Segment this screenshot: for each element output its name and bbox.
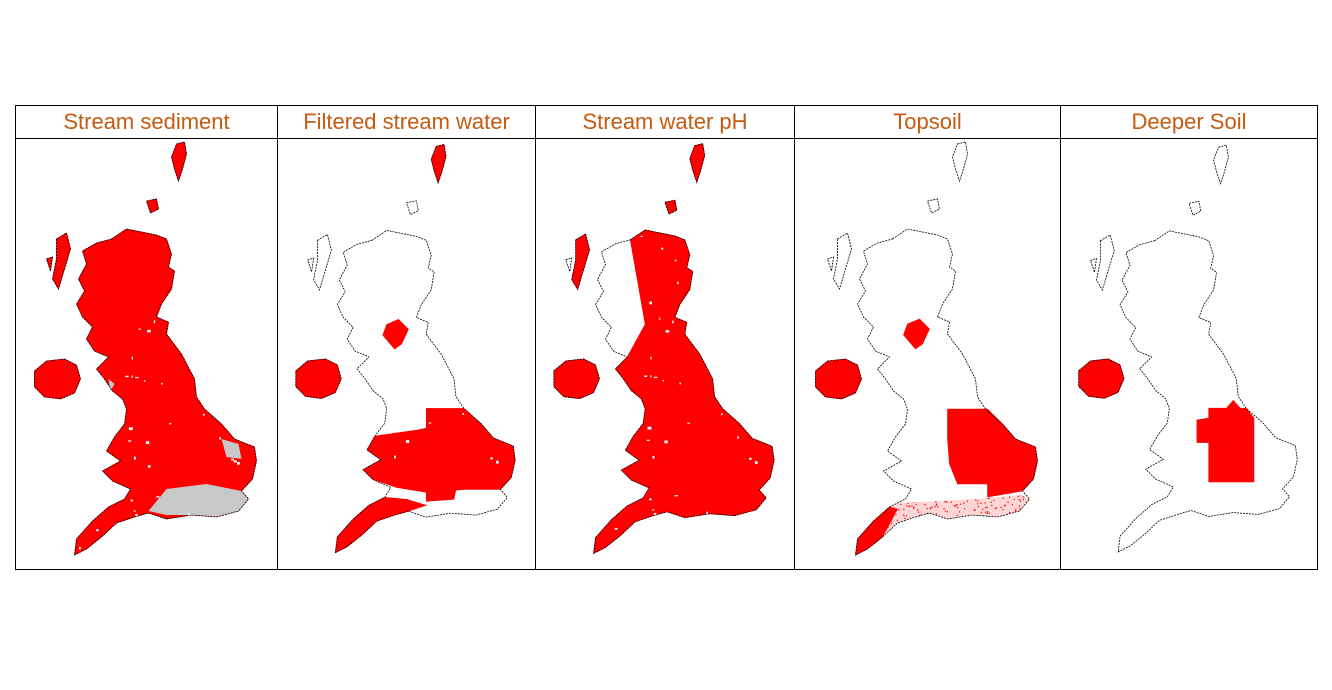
map-topsoil	[795, 139, 1060, 569]
coastline-outline	[1117, 230, 1298, 553]
uk-map	[1078, 144, 1298, 553]
panel-title: Stream water pH	[536, 106, 794, 139]
map-stream-sediment	[16, 139, 277, 569]
coastline-outline	[430, 143, 447, 185]
coastline-outline	[405, 200, 419, 216]
panel-deeper-soil: Deeper Soil	[1061, 106, 1317, 569]
panel-stream-sediment: Stream sediment	[16, 106, 278, 569]
no-data-area	[221, 439, 242, 459]
map-deeper-soil	[1061, 139, 1317, 569]
coastline-outline	[1090, 257, 1097, 273]
coastline-outline	[1213, 144, 1229, 185]
coastline-outline	[826, 256, 834, 272]
panel-title: Topsoil	[795, 106, 1060, 139]
coverage-area-cornwall	[855, 506, 898, 556]
coastline-outline	[34, 358, 81, 400]
coverage-area-east-anglia	[947, 408, 1038, 498]
coastline-outline	[171, 141, 187, 183]
map-filtered-stream-water	[278, 139, 535, 569]
coastline-outline	[45, 256, 53, 272]
coastline-outline	[689, 143, 706, 184]
coastline-outline	[1078, 358, 1125, 399]
coverage-area-south	[425, 489, 457, 502]
coverage-area-hebrides	[571, 233, 590, 291]
coverage-area-hebrides	[52, 232, 71, 290]
coastline-outline	[307, 257, 315, 273]
coastline-outline	[833, 232, 852, 290]
coastline-outline	[593, 229, 775, 555]
coastline-outline	[553, 358, 600, 400]
no-data-area	[148, 484, 249, 517]
coastline-outline	[1096, 234, 1115, 291]
uk-map	[295, 143, 516, 554]
coastline-outline	[952, 141, 968, 183]
coastline-outline	[1188, 200, 1202, 216]
coastline-outline	[334, 230, 516, 554]
coastline-outline	[74, 228, 257, 556]
map-comparison-table: Stream sediment Filtered stream water St…	[15, 105, 1318, 570]
coverage-area-southwest	[334, 497, 428, 554]
coastline-outline	[815, 358, 862, 400]
coverage-area-wales-midlands	[362, 408, 516, 493]
coastline-outline	[145, 198, 159, 214]
panel-filtered-stream-water: Filtered stream water	[278, 106, 536, 569]
panel-topsoil: Topsoil	[795, 106, 1061, 569]
panel-title: Filtered stream water	[278, 106, 535, 139]
coverage-area-gb	[593, 316, 775, 554]
coastline-outline	[855, 228, 1038, 556]
coastline-outline	[565, 257, 573, 272]
coastline-outline	[926, 198, 940, 214]
panel-title: Deeper Soil	[1061, 106, 1317, 139]
panel-stream-water-ph: Stream water pH	[536, 106, 795, 569]
no-data-area	[108, 379, 115, 391]
coastline-outline	[295, 358, 342, 399]
coastline-outline	[313, 233, 332, 291]
coastline-outline	[664, 199, 678, 215]
coverage-area-borders	[903, 318, 930, 350]
uk-map	[34, 141, 257, 556]
coverage-area-east-midlands	[1196, 399, 1255, 483]
panel-title: Stream sediment	[16, 106, 277, 139]
coverage-area-scotland	[629, 229, 694, 325]
uk-map	[553, 143, 775, 555]
coverage-area-borders	[382, 319, 409, 350]
map-stream-water-ph	[536, 139, 794, 569]
uk-map	[815, 141, 1038, 556]
